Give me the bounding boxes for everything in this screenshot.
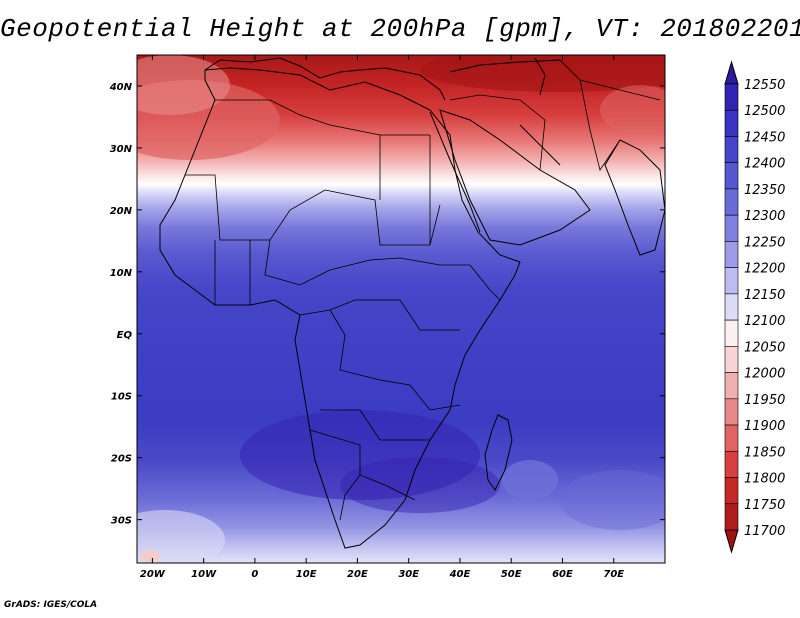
colorbar-top-arrow [724, 60, 739, 85]
colorbar-segment [724, 136, 739, 164]
colorbar-segment [724, 214, 739, 242]
colorbar-label: 12350 [744, 183, 785, 198]
colorbar-segment [724, 162, 739, 190]
colorbar-segment [724, 241, 739, 268]
colorbar-segment [724, 503, 739, 531]
colorbar-segment [724, 398, 739, 426]
x-tick-label: 10E [296, 569, 317, 580]
y-tick-label: EQ [117, 330, 133, 341]
colorbar-label: 12000 [744, 367, 785, 382]
x-axis: 20W 10W 0 10E 20E 30E 40E 50E 60E 70E [140, 55, 624, 580]
colorbar-segment [724, 319, 739, 347]
x-tick-label: 20W [140, 569, 166, 580]
y-tick-label: 20S [111, 454, 132, 465]
x-tick-label: 40E [449, 569, 471, 580]
x-tick-label: 60E [552, 569, 573, 580]
colorbar-label: 12050 [744, 340, 785, 355]
colorbar-segment [724, 109, 739, 137]
x-tick-label: 50E [501, 569, 522, 580]
colorbar-label: 11750 [744, 498, 785, 513]
colorbar-segment [724, 477, 739, 505]
x-tick-label: 0 [251, 569, 258, 580]
colorbar-segment [724, 424, 739, 452]
colorbar: 12550 12500 12450 12400 12350 12300 12250 12200… [724, 60, 785, 554]
y-tick-label: 30S [111, 516, 132, 527]
y-tick-label: 10N [110, 268, 133, 279]
colorbar-segment [724, 188, 739, 216]
colorbar-label: 12550 [744, 78, 785, 93]
colorbar-label: 12150 [744, 288, 785, 303]
colorbar-label: 12100 [744, 314, 785, 329]
colorbar-label: 12300 [744, 209, 785, 224]
colorbar-segment [724, 293, 739, 321]
colorbar-segment [724, 346, 739, 373]
colorbar-segment [724, 267, 739, 295]
colorbar-label: 12400 [744, 157, 785, 172]
colorbar-label: 12500 [744, 104, 785, 119]
y-tick-label: 30N [110, 144, 133, 155]
country-borders [185, 59, 661, 521]
y-axis: 40N 30N 20N 10N EQ 10S 20S 30S [109, 82, 665, 527]
colorbar-segment [724, 450, 739, 478]
colorbar-label: 12450 [744, 130, 785, 145]
y-tick-label: 10S [111, 392, 132, 403]
height-field [137, 55, 665, 563]
colorbar-label: 12200 [744, 262, 785, 277]
colorbar-label: 11950 [744, 393, 785, 408]
colorbar-label: 11850 [744, 445, 785, 460]
y-tick-label: 40N [109, 82, 133, 93]
colorbar-bottom-arrow [724, 529, 739, 554]
x-tick-label: 10W [191, 569, 217, 580]
x-tick-label: 70E [603, 569, 624, 580]
credit-text: GrADS: IGES/COLA [4, 600, 98, 610]
plot-frame [136, 54, 666, 564]
coastlines [159, 57, 665, 549]
x-tick-label: 20E [347, 569, 368, 580]
colorbar-segment [724, 372, 739, 400]
colorbar-label: 11800 [744, 472, 785, 487]
colorbar-segment [724, 83, 739, 111]
x-tick-label: 30E [398, 569, 419, 580]
colorbar-label: 11700 [744, 524, 785, 539]
colorbar-label: 11900 [744, 419, 785, 434]
y-tick-label: 20N [110, 206, 133, 217]
map-title: Geopotential Height at 200hPa [gpm], VT:… [0, 14, 800, 44]
colorbar-label: 12250 [744, 235, 785, 250]
